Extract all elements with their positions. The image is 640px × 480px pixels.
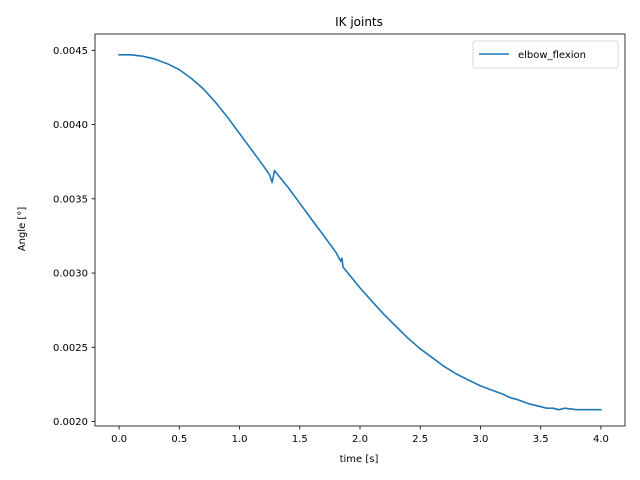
y-tick-label: 0.0045 bbox=[53, 46, 88, 57]
y-tick-label: 0.0035 bbox=[53, 194, 88, 205]
x-axis: 0.0 0.5 1.0 1.5 2.0 2.5 3.0 3.5 4.0 bbox=[111, 426, 609, 445]
y-tick-label: 0.0030 bbox=[53, 269, 88, 280]
x-tick-label: 2.5 bbox=[412, 434, 428, 445]
x-tick-label: 3.5 bbox=[533, 434, 549, 445]
x-tick-label: 0.0 bbox=[111, 434, 127, 445]
x-tick-label: 3.0 bbox=[473, 434, 489, 445]
y-axis-label: Angle [°] bbox=[17, 207, 28, 252]
x-tick-label: 4.0 bbox=[593, 434, 609, 445]
x-axis-label: time [s] bbox=[340, 454, 379, 465]
legend-box bbox=[472, 40, 619, 69]
x-tick-label: 1.0 bbox=[232, 434, 248, 445]
chart-title: IK joints bbox=[335, 15, 383, 29]
y-tick-label: 0.0020 bbox=[53, 417, 88, 428]
legend: elbow_flexion bbox=[472, 40, 619, 69]
y-tick-label: 0.0025 bbox=[53, 343, 88, 354]
x-tick-label: 1.5 bbox=[292, 434, 308, 445]
x-tick-label: 2.0 bbox=[352, 434, 368, 445]
series-layer bbox=[118, 54, 602, 411]
series-line-elbow-flexion bbox=[118, 54, 602, 411]
axes-frame bbox=[94, 33, 626, 427]
y-tick-label: 0.0040 bbox=[53, 120, 88, 131]
plot-area: 0.0 0.5 1.0 1.5 2.0 2.5 3.0 3.5 4.0 0.0020 0.0025… bbox=[53, 33, 626, 445]
x-tick-label: 0.5 bbox=[171, 434, 187, 445]
legend-label-elbow-flexion: elbow_flexion bbox=[518, 50, 586, 61]
y-axis: 0.0020 0.0025 0.0030 0.0035 0.0040 0.0045 bbox=[53, 46, 95, 428]
